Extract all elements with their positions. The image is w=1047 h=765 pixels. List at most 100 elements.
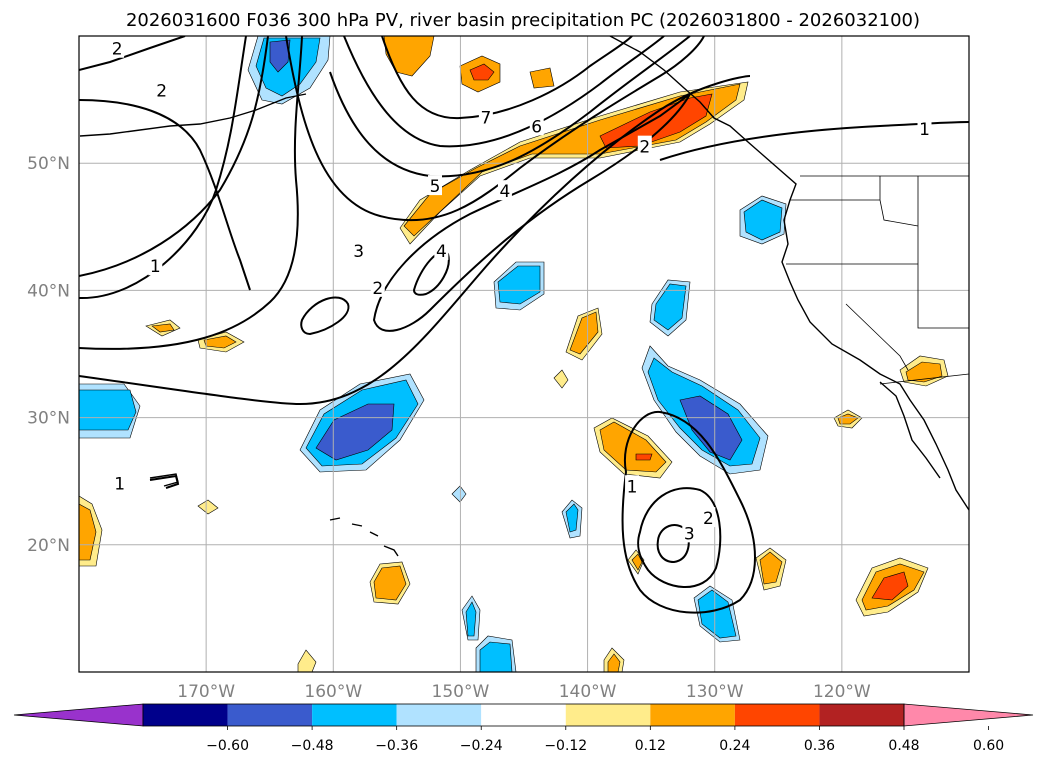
colorbar-extend-min (13, 703, 144, 727)
map-background (79, 36, 969, 672)
contour-label-bg (529, 115, 544, 136)
negative-anomaly (79, 389, 137, 431)
positive-anomaly (79, 503, 97, 561)
lat-label: 30°N (27, 409, 70, 429)
colorbar-segment (143, 704, 228, 726)
pv-contour-1-east (659, 121, 969, 161)
contour-label-bg (351, 239, 366, 260)
baja-coastline (879, 381, 941, 479)
positive-anomaly (151, 323, 175, 333)
colorbar-tick-label: 0.48 (888, 738, 919, 754)
negative-anomaly (479, 641, 513, 672)
pv-contour-4-loop (412, 250, 450, 296)
lat-label: 50°N (27, 154, 70, 174)
state-borders (786, 176, 969, 385)
colorbar-segment (396, 704, 482, 726)
positive-anomaly (871, 571, 909, 601)
positive-anomaly (759, 551, 783, 585)
negative-anomaly (465, 601, 477, 637)
contour-label: 4 (500, 182, 511, 202)
positive-anomaly (607, 653, 621, 672)
pv-contour-3-loop (372, 93, 691, 332)
contour-label: 1 (114, 475, 125, 495)
contour-label: 2 (639, 138, 650, 158)
contour-label-bg (428, 175, 442, 196)
contour-label: 2 (112, 40, 123, 60)
latitude-labels: 20°N 30°N 40°N 50°N (27, 154, 70, 556)
colorbar-tick-label: −0.24 (460, 738, 503, 754)
colorbar-segment (734, 704, 820, 726)
colorbar-extend-max (903, 703, 1034, 727)
contour-label: 5 (430, 177, 441, 197)
contour-label: 2 (703, 509, 714, 529)
gridlines (79, 36, 969, 672)
positive-anomaly (569, 311, 599, 355)
contour-label: 3 (353, 242, 364, 262)
colorbar-tick-label: 0.12 (635, 738, 666, 754)
pv-contour-2-loop (300, 296, 350, 336)
negative-anomaly (743, 199, 783, 241)
longitude-labels: 170°W 160°W 150°W 140°W 130°W 120°W (177, 682, 871, 702)
contour-label: 3 (684, 524, 695, 544)
colorbar-segment (650, 704, 735, 726)
colorbar-segment (565, 704, 651, 726)
contour-label-bg (112, 472, 127, 493)
pv-contour-2-top (79, 36, 186, 71)
contour-label: 1 (150, 257, 161, 277)
colorbar-tick-label: 0.60 (973, 738, 1004, 754)
pv-contour-3-south (656, 524, 690, 564)
pv-contours (79, 36, 969, 614)
contour-label-bg (682, 522, 697, 543)
lon-label: 170°W (177, 682, 235, 702)
positive-anomaly (373, 565, 407, 601)
precipitation-shading (79, 36, 949, 672)
lon-label: 130°W (686, 682, 744, 702)
negative-anomaly (697, 589, 737, 639)
contour-label: 1 (627, 477, 638, 497)
colorbar: −0.60 −0.48 −0.36 −0.24 −0.12 0.12 0.24 0.36 0.4… (13, 703, 1034, 754)
contour-label: 7 (480, 108, 491, 128)
positive-anomaly (635, 453, 653, 461)
coastlines (79, 36, 969, 557)
pv-contour-1-south (621, 410, 756, 614)
lat-label: 40°N (27, 281, 70, 301)
positive-anomaly (297, 649, 317, 672)
lon-label: 150°W (432, 682, 490, 702)
map-title: 2026031600 F036 300 hPa PV, river basin … (126, 10, 920, 31)
contour-label: 6 (531, 117, 542, 137)
contour-label-bg (434, 239, 449, 260)
pv-contour-1-small (149, 474, 180, 489)
contour-label-bg (154, 79, 169, 100)
colorbar-tick-label: −0.12 (544, 738, 587, 754)
negative-anomaly (653, 283, 687, 331)
positive-anomaly (837, 413, 859, 425)
contour-label-bg (148, 255, 163, 276)
colorbar-outline (142, 703, 905, 727)
pv-contour-5 (329, 36, 691, 178)
pv-contour-4 (79, 75, 751, 406)
colorbar-tick-label: −0.36 (375, 738, 418, 754)
pv-contour-7 (381, 36, 633, 120)
negative-anomaly (451, 485, 467, 503)
contour-label-bg (637, 135, 652, 156)
pv-contour-4-north (285, 36, 705, 222)
north-american-coastline (609, 36, 969, 511)
colorbar-tick-label: −0.48 (291, 738, 334, 754)
contour-label-bg (478, 106, 493, 127)
colorbar-segment (312, 704, 397, 726)
colorbar-tick-label: 0.36 (804, 738, 835, 754)
contour-label-bg (370, 276, 385, 297)
contour-label-bg (701, 507, 716, 528)
contour-label: 4 (436, 242, 447, 262)
map-frame (78, 35, 970, 673)
political-borders (786, 175, 969, 385)
pv-contour-2 (79, 99, 251, 291)
positive-anomaly (905, 361, 943, 383)
lat-label: 20°N (27, 536, 70, 556)
negative-anomaly (679, 395, 743, 461)
colorbar-segment (227, 704, 313, 726)
pv-contour-1-west (79, 36, 247, 300)
hawaii-islands (329, 517, 399, 557)
